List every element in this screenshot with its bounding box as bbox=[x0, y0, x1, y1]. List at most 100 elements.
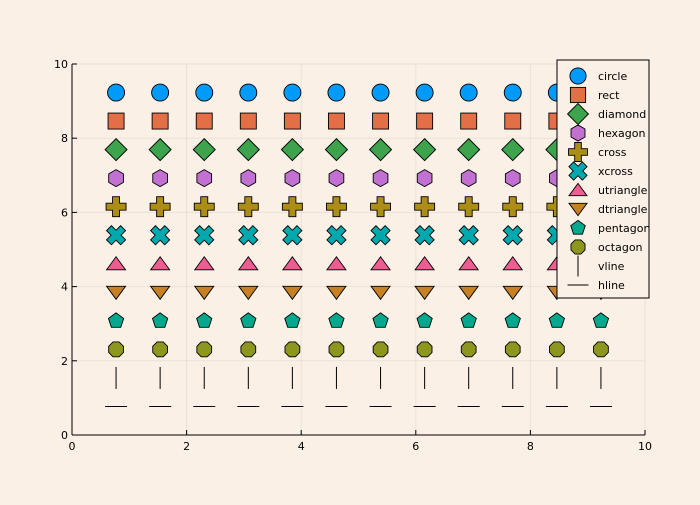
octagon-marker bbox=[108, 341, 124, 358]
dtriangle-marker bbox=[281, 285, 303, 301]
hexagon-marker bbox=[284, 169, 301, 188]
diamond-marker bbox=[324, 137, 349, 162]
octagon-marker bbox=[152, 341, 168, 358]
rect-marker bbox=[416, 112, 434, 130]
utriangle-marker bbox=[237, 256, 259, 271]
legend-item-circle: circle bbox=[569, 67, 627, 85]
pentagon-marker bbox=[284, 312, 301, 328]
series-utriangle bbox=[105, 256, 612, 271]
hexagon-marker bbox=[240, 169, 257, 188]
y-tick-label: 6 bbox=[61, 206, 68, 219]
legend-label: circle bbox=[598, 70, 627, 83]
y-tick-label: 2 bbox=[61, 355, 68, 368]
dtriangle-marker bbox=[502, 285, 524, 301]
octagon-marker bbox=[504, 341, 521, 358]
rect-marker bbox=[151, 112, 169, 130]
data-points bbox=[104, 83, 613, 407]
legend-label: vline bbox=[598, 260, 625, 273]
legend-label: cross bbox=[598, 146, 627, 159]
circle-marker bbox=[503, 83, 522, 102]
legend-item-utriangle: utriangle bbox=[568, 182, 648, 197]
legend-item-cross: cross bbox=[568, 142, 627, 162]
dtriangle-marker bbox=[193, 285, 215, 301]
rect-marker bbox=[504, 112, 522, 130]
legend-label: hline bbox=[598, 279, 625, 292]
rect-marker bbox=[195, 112, 213, 130]
y-tick-label: 10 bbox=[54, 58, 68, 71]
xcross-marker bbox=[326, 225, 347, 246]
utriangle-marker bbox=[149, 256, 171, 271]
hexagon-marker bbox=[108, 169, 124, 188]
legend-label: diamond bbox=[598, 108, 646, 121]
x-tick-label: 10 bbox=[638, 440, 652, 453]
series-pentagon bbox=[107, 312, 610, 328]
octagon-marker bbox=[416, 341, 433, 358]
legend-item-pentagon: pentagon bbox=[570, 219, 650, 235]
y-tick-label: 8 bbox=[61, 132, 68, 145]
legend-item-hline: hline bbox=[567, 279, 625, 292]
legend-octagon-icon bbox=[570, 239, 586, 255]
hexagon-marker bbox=[196, 169, 213, 188]
legend-label: xcross bbox=[598, 165, 633, 178]
circle-marker bbox=[195, 83, 214, 102]
legend-item-vline: vline bbox=[577, 255, 625, 277]
cross-marker bbox=[105, 196, 127, 218]
circle-marker bbox=[415, 83, 434, 102]
y-tick-label: 4 bbox=[61, 281, 68, 294]
series-hexagon bbox=[108, 169, 609, 188]
circle-marker bbox=[107, 83, 126, 102]
x-tick-label: 8 bbox=[527, 440, 534, 453]
dtriangle-marker bbox=[149, 285, 171, 301]
cross-marker bbox=[149, 196, 171, 218]
pentagon-marker bbox=[328, 312, 345, 328]
cross-marker bbox=[325, 196, 347, 218]
circle-marker bbox=[239, 83, 258, 102]
legend-item-diamond: diamond bbox=[566, 102, 646, 126]
pentagon-marker bbox=[504, 312, 521, 328]
legend-item-hexagon: hexagon bbox=[570, 124, 646, 142]
series-xcross bbox=[105, 225, 612, 246]
rect-marker bbox=[460, 112, 478, 130]
legend-item-octagon: octagon bbox=[570, 239, 643, 255]
x-tick-label: 2 bbox=[183, 440, 190, 453]
legend-utriangle-icon bbox=[568, 182, 588, 197]
dtriangle-marker bbox=[326, 285, 347, 301]
circle-marker bbox=[327, 83, 346, 102]
pentagon-marker bbox=[107, 312, 125, 328]
hexagon-marker bbox=[504, 169, 521, 188]
rect-marker bbox=[283, 112, 301, 130]
x-tick-label: 0 bbox=[69, 440, 76, 453]
diamond-marker bbox=[280, 137, 305, 162]
legend-label: dtriangle bbox=[598, 203, 648, 216]
utriangle-marker bbox=[458, 256, 480, 271]
pentagon-marker bbox=[592, 312, 610, 328]
dtriangle-marker bbox=[370, 285, 391, 301]
xcross-marker bbox=[238, 225, 259, 246]
hexagon-marker bbox=[460, 169, 477, 188]
pentagon-marker bbox=[240, 312, 257, 328]
legend-label: utriangle bbox=[598, 184, 648, 197]
pentagon-marker bbox=[548, 312, 566, 328]
cross-marker bbox=[237, 196, 259, 218]
xcross-marker bbox=[502, 225, 523, 246]
legend-pentagon-icon bbox=[570, 219, 586, 235]
dtriangle-marker bbox=[105, 285, 127, 301]
diamond-marker bbox=[104, 137, 128, 162]
hexagon-marker bbox=[152, 169, 168, 188]
utriangle-marker bbox=[281, 256, 303, 271]
octagon-marker bbox=[372, 341, 389, 358]
diamond-marker bbox=[501, 137, 525, 162]
xcross-marker bbox=[414, 225, 435, 246]
legend-hexagon-icon bbox=[570, 124, 586, 142]
cross-marker bbox=[414, 196, 436, 218]
xcross-marker bbox=[194, 225, 215, 246]
dtriangle-marker bbox=[414, 285, 436, 301]
legend-cross-icon bbox=[568, 142, 588, 162]
xcross-marker bbox=[149, 225, 171, 246]
xcross-marker bbox=[282, 225, 303, 246]
rect-marker bbox=[239, 112, 257, 130]
legend-xcross-icon bbox=[568, 161, 588, 181]
legend-label: hexagon bbox=[598, 127, 646, 140]
